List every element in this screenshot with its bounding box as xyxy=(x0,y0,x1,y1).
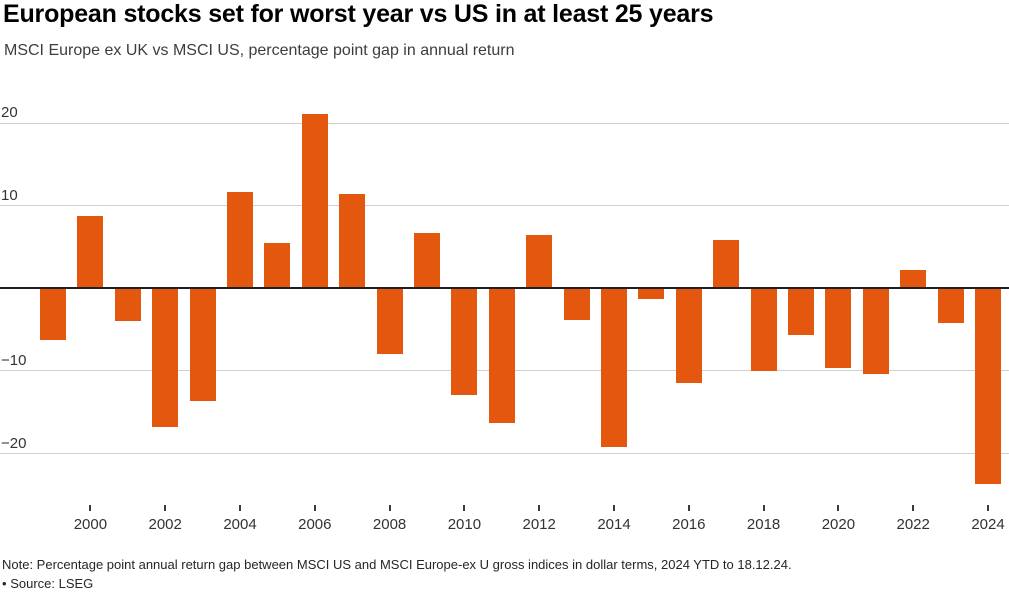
bar-2010 xyxy=(451,288,478,395)
x-tick-label: 2012 xyxy=(522,516,556,533)
bar-2004 xyxy=(227,191,253,289)
y-tick-label: 20 xyxy=(1,104,18,122)
chart-subtitle: MSCI Europe ex UK vs MSCI US, percentage… xyxy=(4,42,515,59)
x-tick xyxy=(912,505,915,511)
x-tick xyxy=(388,505,391,511)
x-tick-label: 2024 xyxy=(971,516,1005,533)
x-tick-label: 2008 xyxy=(372,516,407,533)
bar-2003 xyxy=(189,288,216,401)
bar-2008 xyxy=(376,288,403,355)
x-tick xyxy=(313,505,316,511)
x-tick-label: 2018 xyxy=(746,516,781,533)
bar-2018 xyxy=(750,288,777,371)
bar-2005 xyxy=(264,242,291,289)
chart-title: European stocks set for worst year vs US… xyxy=(3,0,714,28)
x-tick-label: 2016 xyxy=(672,516,706,533)
bar-2019 xyxy=(788,288,814,336)
source-line: • Source: LSEG xyxy=(2,575,93,592)
gridline-10 xyxy=(0,205,1009,207)
bar-2020 xyxy=(825,288,852,369)
y-tick-label: 10 xyxy=(1,186,18,204)
gridline-minus-20 xyxy=(0,453,1009,454)
x-tick xyxy=(687,505,690,511)
source-text: Source: LSEG xyxy=(10,576,94,591)
bar-2007 xyxy=(339,194,366,289)
x-tick xyxy=(613,505,615,511)
bar-2000 xyxy=(77,215,104,289)
bar-2006 xyxy=(301,114,328,289)
x-tick-label: 2002 xyxy=(148,516,182,533)
source-bullet: • xyxy=(2,576,7,591)
gridline-20 xyxy=(0,122,1009,124)
bar-2021 xyxy=(862,288,889,375)
x-tick-label: 2000 xyxy=(73,516,108,533)
bar-2016 xyxy=(675,288,702,384)
bar-2013 xyxy=(563,288,590,320)
x-tick xyxy=(762,505,765,511)
bar-2012 xyxy=(526,235,553,289)
bar-2023 xyxy=(937,288,964,323)
x-tick xyxy=(89,505,92,511)
x-tick xyxy=(164,505,167,511)
bar-2014 xyxy=(601,288,627,447)
zero-axis-line xyxy=(0,287,1009,290)
bar-2022 xyxy=(900,270,927,289)
bar-2009 xyxy=(414,232,440,289)
x-tick-label: 2004 xyxy=(223,516,257,533)
bar-2002 xyxy=(152,288,179,428)
x-tick xyxy=(463,505,466,511)
x-tick xyxy=(987,505,989,511)
y-tick-label: −20 xyxy=(1,434,27,452)
y-tick-label: −10 xyxy=(1,351,27,369)
x-tick-label: 2022 xyxy=(896,516,930,533)
bar-2001 xyxy=(114,288,141,322)
bar-2011 xyxy=(488,288,515,423)
x-tick xyxy=(239,505,241,511)
x-tick-label: 2006 xyxy=(298,516,332,533)
bar-2015 xyxy=(638,288,665,300)
x-tick xyxy=(538,505,541,511)
footnote: Note: Percentage point annual return gap… xyxy=(2,557,792,572)
bar-2024 xyxy=(975,288,1001,485)
x-tick-label: 2014 xyxy=(597,516,631,533)
x-tick xyxy=(837,505,840,511)
bar-1999 xyxy=(40,288,66,341)
x-tick-label: 2010 xyxy=(447,516,482,533)
x-tick-label: 2020 xyxy=(821,516,856,533)
bar-2017 xyxy=(713,240,740,289)
